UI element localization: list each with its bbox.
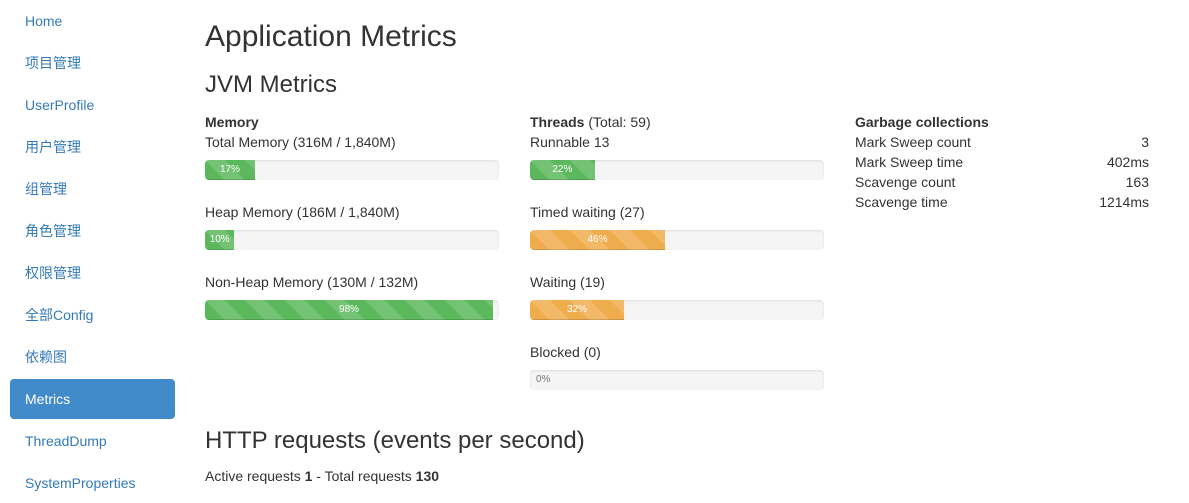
gc-row-value: 3 — [1141, 134, 1149, 150]
memory-heading: Memory — [205, 114, 259, 130]
gc-row-value: 1214ms — [1099, 194, 1149, 210]
threads-column: Threads (Total: 59) Runnable 13 22% Time… — [530, 112, 824, 412]
nonheap-memory-block: Non-Heap Memory (130M / 132M) 98% — [205, 272, 499, 342]
timed-waiting-bar: 46% — [530, 230, 666, 250]
waiting-bar: 32% — [530, 300, 625, 320]
gc-column: Garbage collections Mark Sweep count 3 M… — [855, 112, 1149, 212]
heap-memory-label: Heap Memory (186M / 1,840M) — [205, 204, 400, 220]
gc-row-value: 402ms — [1106, 154, 1149, 170]
gc-heading: Garbage collections — [855, 114, 989, 130]
runnable-label: Runnable 13 — [530, 134, 610, 150]
gc-row-name: Scavenge time — [855, 194, 948, 210]
gc-row: Mark Sweep time 402ms — [855, 152, 1149, 172]
waiting-block: Waiting (19) 32% — [530, 272, 824, 342]
total-memory-progress: 17% — [205, 160, 499, 180]
nav-item-threaddump[interactable]: ThreadDump — [25, 433, 107, 449]
blocked-label: Blocked (0) — [530, 344, 601, 360]
total-requests-label: - Total requests — [312, 468, 416, 484]
waiting-label: Waiting (19) — [530, 274, 605, 290]
gc-row: Scavenge count 163 — [855, 172, 1149, 192]
runnable-progress: 22% — [530, 160, 824, 180]
nav-item-users[interactable]: 用户管理 — [25, 139, 81, 155]
nav-item-systemproperties[interactable]: SystemProperties — [25, 475, 136, 491]
active-requests-value: 1 — [304, 468, 313, 484]
nav-item-dependency-graph[interactable]: 依赖图 — [25, 349, 67, 365]
heap-memory-bar: 10% — [205, 230, 235, 250]
total-memory-label: Total Memory (316M / 1,840M) — [205, 134, 396, 150]
timed-waiting-label: Timed waiting (27) — [530, 204, 645, 220]
threads-heading: Threads (Total: 59) — [530, 114, 651, 130]
gc-row: Mark Sweep count 3 — [855, 132, 1149, 152]
page-title: Application Metrics — [205, 20, 457, 53]
nav-item-userprofile[interactable]: UserProfile — [25, 97, 95, 113]
http-requests-summary: Active requests 1 - Total requests 130 — [205, 468, 439, 484]
blocked-progress: 0% — [530, 370, 824, 390]
total-memory-bar: 17% — [205, 160, 255, 180]
blocked-bar: 0% — [536, 374, 551, 385]
nav-item-permissions[interactable]: 权限管理 — [25, 265, 81, 281]
blocked-block: Blocked (0) 0% — [530, 342, 824, 412]
runnable-block: Runnable 13 22% — [530, 132, 824, 202]
nav-item-metrics[interactable]: Metrics — [10, 379, 175, 419]
nav-item-projects[interactable]: 项目管理 — [25, 55, 81, 71]
gc-row-name: Mark Sweep count — [855, 134, 971, 150]
nonheap-memory-progress: 98% — [205, 300, 499, 320]
heap-memory-progress: 10% — [205, 230, 499, 250]
total-memory-block: Total Memory (316M / 1,840M) 17% — [205, 132, 499, 202]
nav-item-all-config[interactable]: 全部Config — [25, 307, 94, 323]
sidebar-nav: Home 项目管理 UserProfile 用户管理 组管理 角色管理 权限管理… — [10, 0, 175, 503]
active-requests-label: Active requests — [205, 468, 305, 484]
nav-item-roles[interactable]: 角色管理 — [25, 223, 81, 239]
threads-total: (Total: 59) — [584, 114, 651, 130]
heap-memory-block: Heap Memory (186M / 1,840M) 10% — [205, 202, 499, 272]
nonheap-memory-label: Non-Heap Memory (130M / 132M) — [205, 274, 419, 290]
http-requests-title: HTTP requests (events per second) — [205, 427, 585, 454]
gc-row: Scavenge time 1214ms — [855, 192, 1149, 212]
nav-item-groups[interactable]: 组管理 — [25, 181, 67, 197]
waiting-progress: 32% — [530, 300, 824, 320]
timed-waiting-block: Timed waiting (27) 46% — [530, 202, 824, 272]
jvm-metrics-title: JVM Metrics — [205, 71, 337, 98]
nonheap-memory-bar: 98% — [205, 300, 494, 320]
nav-item-home[interactable]: Home — [25, 13, 63, 29]
runnable-bar: 22% — [530, 160, 595, 180]
gc-row-name: Mark Sweep time — [855, 154, 964, 170]
gc-row-name: Scavenge count — [855, 174, 956, 190]
total-requests-value: 130 — [415, 468, 440, 484]
timed-waiting-progress: 46% — [530, 230, 824, 250]
memory-column: Memory Total Memory (316M / 1,840M) 17% … — [205, 112, 499, 342]
gc-row-value: 163 — [1125, 174, 1149, 190]
